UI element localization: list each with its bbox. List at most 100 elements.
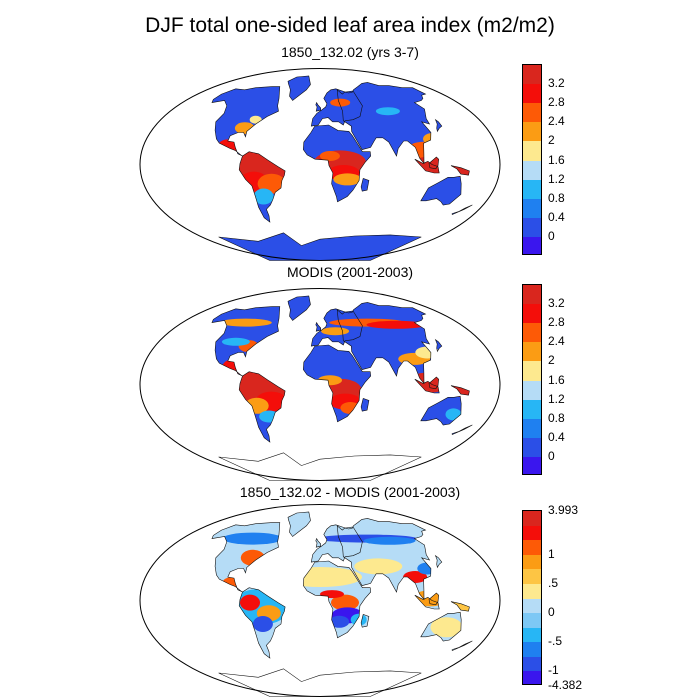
lai-region	[350, 613, 367, 626]
colorbar-swatch	[523, 418, 541, 439]
coastline-asia	[336, 82, 432, 165]
lai-region	[423, 132, 443, 145]
lai-region	[340, 402, 361, 414]
lai-region	[222, 532, 283, 545]
lai-region	[329, 615, 350, 628]
lai-region	[240, 594, 260, 611]
lai-region	[319, 151, 340, 161]
lai-region	[249, 115, 262, 124]
colorbar-label: 1	[548, 546, 555, 561]
colorbar-swatch	[523, 217, 541, 238]
coastline-sumatra-java	[414, 158, 440, 174]
colorbar-swatch	[523, 179, 541, 200]
colorbar-swatch	[523, 198, 541, 219]
colorbar-swatch	[523, 380, 541, 401]
lai-region	[278, 567, 362, 587]
colorbar-swatch	[523, 569, 541, 585]
coastline-australia	[420, 395, 462, 426]
coastline-australia	[420, 611, 462, 642]
colorbar-swatch	[523, 525, 541, 541]
colorbar-label: 0.4	[548, 209, 565, 224]
coastline-asia	[336, 302, 432, 385]
colorbar-swatch	[523, 160, 541, 181]
lai-region	[331, 594, 359, 611]
colorbar-label: -1	[548, 663, 559, 678]
colorbar-swatch	[523, 236, 541, 254]
colorbar-label: 3.2	[548, 296, 565, 311]
lai-region	[406, 156, 458, 177]
coastline-africa	[302, 560, 372, 639]
colorbar-label: 0	[548, 605, 555, 620]
colorbar-label: 3.993	[548, 503, 579, 517]
colorbar-swatch	[523, 437, 541, 458]
figure-title: DJF total one-sided leaf area index (m2/…	[145, 14, 555, 37]
colorbar-swatch	[523, 65, 541, 85]
coastline-japan	[434, 554, 443, 569]
lai-region	[366, 320, 427, 329]
lai-region	[222, 577, 239, 590]
lai-region	[333, 173, 362, 186]
colorbar-label: 1.2	[548, 391, 565, 406]
panel-2-map	[139, 288, 501, 481]
colorbar-swatch	[523, 323, 541, 343]
colorbar-label: 3.2	[548, 76, 565, 91]
colorbar-box	[522, 284, 542, 475]
colorbar-label: 0	[548, 448, 555, 463]
panel-1-map	[139, 68, 501, 261]
lai-region	[363, 536, 416, 545]
coastline-new-zealand	[451, 640, 473, 652]
colorbar-swatch	[523, 361, 541, 381]
lai-region	[253, 188, 274, 205]
colorbar-label: 0.8	[548, 410, 565, 425]
colorbar-swatch	[523, 511, 541, 527]
lai-region	[430, 617, 463, 638]
colorbar-swatch	[523, 613, 541, 629]
coastline-new-guinea	[450, 601, 470, 612]
colorbar-label: 2	[548, 353, 555, 368]
colorbar-swatch	[523, 583, 541, 599]
lai-region	[445, 408, 462, 421]
colorbar-swatch	[523, 656, 541, 672]
coastline-new-zealand	[451, 204, 473, 216]
coastline-new-guinea	[450, 165, 470, 176]
colorbar-swatch	[523, 627, 541, 643]
coastline-japan	[434, 338, 443, 353]
colorbar-label: 2.4	[548, 114, 565, 129]
coastline-antarctica	[218, 668, 422, 697]
coastline-south-america	[238, 371, 286, 443]
colorbar-label: 1.2	[548, 171, 565, 186]
coastline-madagascar	[360, 178, 370, 192]
coastline-greenland	[287, 511, 311, 537]
colorbar-swatch	[523, 342, 541, 362]
coastline-antarctica	[218, 452, 422, 481]
colorbar-swatch	[523, 122, 541, 142]
coastline-britain	[315, 101, 321, 112]
colorbar-swatch	[523, 456, 541, 474]
coastline-britain	[315, 537, 321, 548]
coastline-sumatra-java	[414, 594, 440, 610]
colorbar-label: 1.6	[548, 152, 565, 167]
colorbar-swatch	[523, 399, 541, 420]
coastline-madagascar	[360, 614, 370, 628]
coastline-borneo	[428, 376, 440, 390]
panel-2-title: MODIS (2001-2003)	[286, 264, 414, 280]
panel-1-title: 1850_132.02 (yrs 3-7)	[281, 44, 419, 60]
coastline-borneo	[428, 156, 440, 170]
lai-region	[259, 410, 280, 423]
colorbar-label: 2	[548, 133, 555, 148]
colorbar-label: 2.4	[548, 334, 565, 349]
panel-3-title: 1850_132.02 - MODIS (2001-2003)	[239, 484, 461, 500]
lai-region	[221, 337, 250, 346]
colorbar-label: -4.382	[548, 678, 583, 692]
lai-region	[240, 549, 265, 566]
colorbar-label: 0	[548, 228, 555, 243]
colorbar-swatch	[523, 285, 541, 305]
coastline-australia	[420, 175, 462, 206]
colorbar-swatch	[523, 84, 541, 104]
colorbar-swatch	[523, 642, 541, 658]
map-boundary	[139, 68, 501, 261]
colorbar-label: .5	[548, 575, 559, 590]
coastline-asia	[336, 518, 432, 601]
colorbar-label: 2.8	[548, 315, 565, 330]
